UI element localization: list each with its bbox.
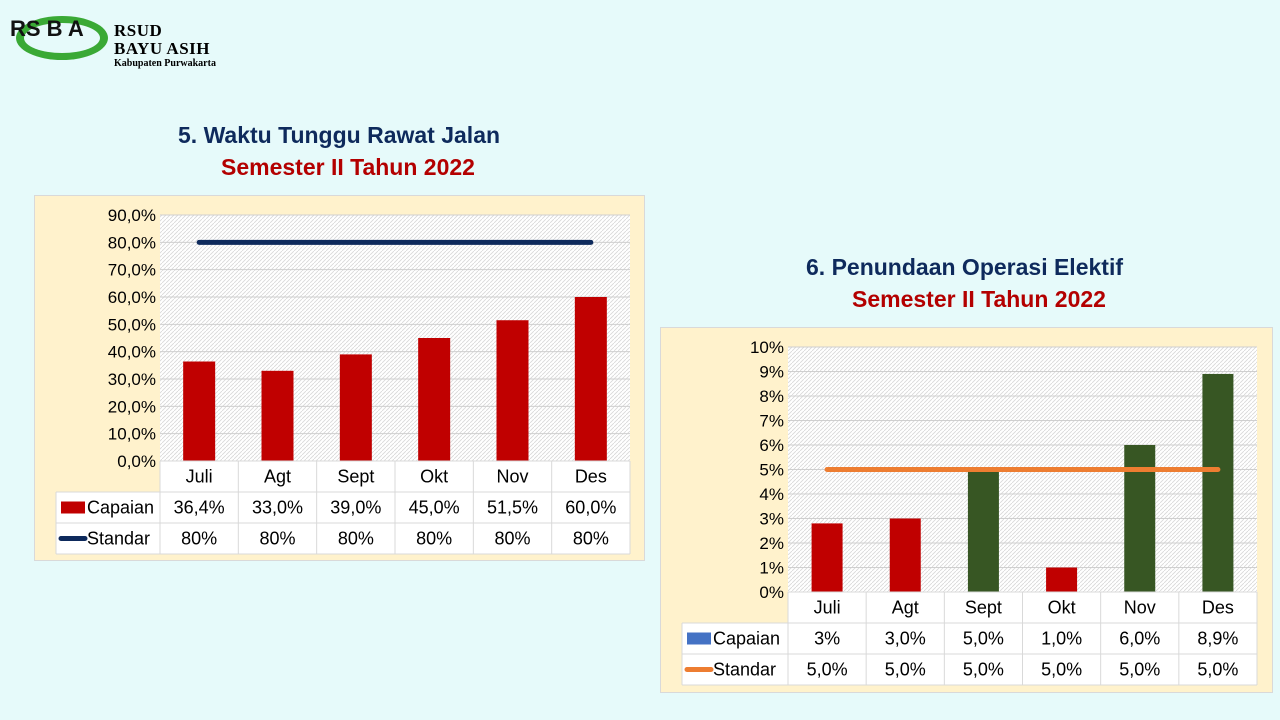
chart2-data-label: 8,9% — [1197, 629, 1238, 649]
chart2-data-label: 5,0% — [963, 629, 1004, 649]
chart1-subtitle: Semester II Tahun 2022 — [221, 154, 475, 180]
chart1-data-label: 60,0% — [565, 498, 616, 518]
chart2-ytick-label: 8% — [759, 387, 784, 406]
chart2-ytick-label: 9% — [759, 363, 784, 382]
chart2-category-label: Okt — [1048, 598, 1076, 618]
chart2-data-label: 5,0% — [1041, 660, 1082, 680]
chart1-data-label: 36,4% — [174, 498, 225, 518]
chart1-ytick-label: 70,0% — [108, 261, 156, 280]
chart1-data-label: 80% — [573, 529, 609, 549]
chart2-category-label: Juli — [814, 598, 841, 618]
chart2-category-label: Sept — [965, 598, 1002, 618]
chart1-ytick-label: 20,0% — [108, 397, 156, 416]
chart1-data-label: 45,0% — [409, 498, 460, 518]
chart1-ytick-label: 50,0% — [108, 315, 156, 334]
chart1-legend-capaian: Capaian — [87, 498, 154, 518]
chart1-bar-agt — [261, 370, 294, 461]
chart2-title: 6. Penundaan Operasi Elektif — [806, 254, 1123, 280]
chart1-ytick-label: 30,0% — [108, 370, 156, 389]
chart2-bar-sept — [967, 469, 999, 592]
chart1-ytick-label: 10,0% — [108, 425, 156, 444]
chart2-subtitle: Semester II Tahun 2022 — [852, 286, 1106, 312]
chart1-ytick-label: 90,0% — [108, 206, 156, 225]
chart1-category-label: Nov — [496, 467, 528, 487]
chart2-legend-capaian-key — [687, 632, 711, 645]
chart1-ytick-label: 80,0% — [108, 233, 156, 252]
chart2-bar-okt — [1046, 567, 1078, 592]
chart1-bar-nov — [496, 320, 529, 461]
chart2-bar-agt — [889, 518, 921, 592]
chart1-bar-sept — [339, 354, 372, 461]
chart2-bar-des — [1202, 373, 1234, 592]
chart2-ytick-label: 2% — [759, 534, 784, 553]
chart2-category-label: Des — [1202, 598, 1234, 618]
chart1-bar-des — [574, 297, 607, 461]
chart1-ytick-label: 40,0% — [108, 343, 156, 362]
org-line2: BAYU ASIH — [114, 39, 210, 58]
chart1-waktu-tunggu: 0,0% 10,0% 20,0% 30,0% 40,0% 50,0% 60,0% 70,0% 8… — [34, 195, 645, 561]
chart2-data-label: 5,0% — [1197, 660, 1238, 680]
chart1-data-label: 33,0% — [252, 498, 303, 518]
logo-emblem-icon: RS B A — [10, 16, 108, 60]
chart2-ytick-label: 0% — [759, 583, 784, 602]
chart2-legend-capaian: Capaian — [713, 629, 780, 649]
chart1-category-label: Juli — [186, 467, 213, 487]
chart1-category-label: Okt — [420, 467, 448, 487]
chart1-data-label: 80% — [416, 529, 452, 549]
chart2-data-label: 1,0% — [1041, 629, 1082, 649]
chart1-ytick-label: 60,0% — [108, 288, 156, 307]
chart2-ytick-label: 5% — [759, 461, 784, 480]
chart2-ytick-label: 6% — [759, 436, 784, 455]
chart2-data-label: 3% — [814, 629, 840, 649]
chart1-legend-capaian-key — [61, 501, 85, 514]
chart2-data-label: 5,0% — [963, 660, 1004, 680]
chart1-legend-standar: Standar — [87, 529, 150, 549]
chart2-ytick-label: 1% — [759, 559, 784, 578]
chart1-bar-okt — [418, 338, 451, 461]
chart1-category-label: Des — [575, 467, 607, 487]
logo-mark: RS B A — [10, 16, 84, 41]
chart2-data-label: 5,0% — [885, 660, 926, 680]
chart2-data-label: 5,0% — [1119, 660, 1160, 680]
chart1-plot-area — [160, 215, 630, 461]
chart1-title: 5. Waktu Tunggu Rawat Jalan — [178, 122, 501, 148]
chart2-data-label: 5,0% — [807, 660, 848, 680]
chart1-category-label: Sept — [337, 467, 374, 487]
chart2-data-label: 3,0% — [885, 629, 926, 649]
chart1-data-label: 80% — [338, 529, 374, 549]
chart2-data-label: 6,0% — [1119, 629, 1160, 649]
chart1-category-label: Agt — [264, 467, 291, 487]
chart2-category-label: Nov — [1124, 598, 1156, 618]
chart2-category-label: Agt — [892, 598, 919, 618]
chart1-data-label: 51,5% — [487, 498, 538, 518]
chart2-ytick-label: 7% — [759, 412, 784, 431]
chart1-bar-juli — [183, 361, 216, 461]
chart1-data-label: 80% — [259, 529, 295, 549]
chart2-ytick-label: 4% — [759, 485, 784, 504]
chart2-penundaan-operasi: 0% 1% 2% 3% 4% 5% 6% 7% 8% 9% 10% Juli Agt Sept Okt Nov… — [660, 327, 1273, 693]
chart1-data-label: 80% — [181, 529, 217, 549]
chart2-ytick-label: 3% — [759, 510, 784, 529]
chart1-ytick-label: 0,0% — [117, 452, 156, 471]
org-line1: RSUD — [114, 21, 163, 40]
chart2-bar-juli — [811, 523, 843, 592]
chart2-ytick-label: 10% — [750, 338, 784, 357]
chart1-data-label: 80% — [494, 529, 530, 549]
org-line3: Kabupaten Purwakarta — [114, 58, 216, 69]
chart1-data-label: 39,0% — [330, 498, 381, 518]
chart2-legend-standar: Standar — [713, 660, 776, 680]
hospital-logo: RS B A RSUD BAYU ASIH Kabupaten Purwakar… — [4, 10, 234, 69]
